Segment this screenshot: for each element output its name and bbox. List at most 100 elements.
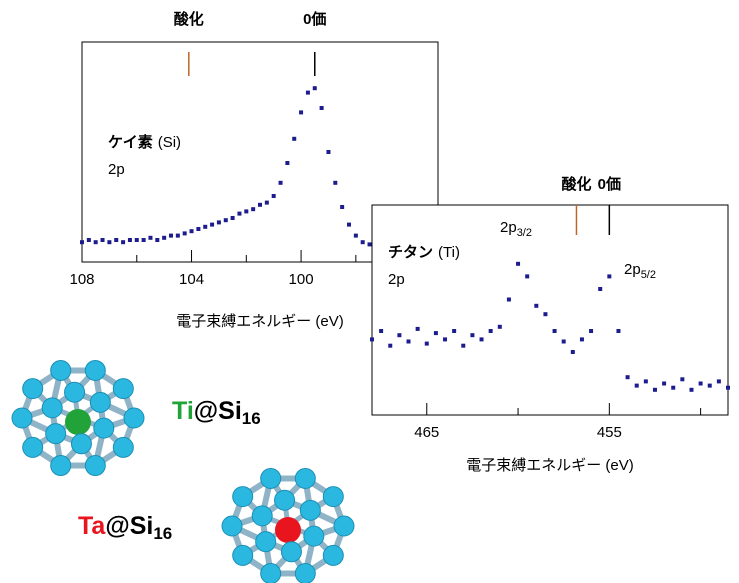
data-point [190, 229, 194, 233]
data-point [361, 240, 365, 244]
element-name: ケイ素 [108, 133, 153, 151]
data-point [708, 384, 712, 388]
data-point [571, 350, 575, 354]
data-point [644, 379, 648, 383]
si-atom [295, 564, 315, 583]
data-point [326, 150, 330, 154]
data-point [101, 238, 105, 242]
center-atom: Ta [78, 512, 106, 540]
data-point [598, 287, 602, 291]
data-point [210, 223, 214, 227]
data-point [265, 201, 269, 205]
data-point [142, 238, 146, 242]
x-axis-label: 電子束縛エネルギー (eV) [176, 312, 344, 330]
data-point [516, 262, 520, 266]
center-atom-sphere [275, 517, 301, 543]
data-point [407, 340, 411, 344]
data-point [525, 274, 529, 278]
data-point [452, 329, 456, 333]
orbital-label: 2p [388, 271, 405, 288]
si-atom [304, 526, 324, 546]
data-point [507, 298, 511, 302]
data-point [87, 238, 91, 242]
element-symbol: (Ti) [438, 244, 460, 261]
data-point [333, 181, 337, 185]
data-point [128, 238, 132, 242]
data-point [279, 181, 283, 185]
si-atom [65, 382, 85, 402]
data-point [543, 312, 547, 316]
si-atom [42, 398, 62, 418]
data-point [231, 216, 235, 220]
element-label: ケイ素 (Si) [108, 133, 181, 151]
si-atom [256, 532, 276, 552]
si-atom [275, 490, 295, 510]
data-point [340, 205, 344, 209]
si-atom [222, 516, 242, 536]
count: 16 [242, 409, 261, 428]
x-tick-label: 455 [597, 424, 622, 441]
data-point [299, 110, 303, 114]
si-atom [23, 437, 43, 457]
data-point [169, 234, 173, 238]
data-point [699, 382, 703, 386]
cluster [12, 360, 144, 475]
chart: 465455電子束縛エネルギー (eV)酸化0価チタン(Ti)2p2p3/22p… [370, 175, 730, 474]
data-point [244, 209, 248, 213]
data-point [680, 377, 684, 381]
element-label: チタン (Ti) [388, 244, 460, 261]
si-atom [124, 408, 144, 428]
si-atom [334, 516, 354, 536]
data-point [498, 325, 502, 329]
data-point [313, 86, 317, 90]
orbital-label: 2p [108, 161, 125, 178]
data-point [443, 337, 447, 341]
peak-orbital: 2p [624, 261, 641, 278]
si-atom [85, 360, 105, 380]
data-point [489, 329, 493, 333]
x-axis-label: 電子束縛エネルギー (eV) [466, 456, 634, 474]
data-point [553, 329, 557, 333]
x-tick-label: 108 [69, 271, 94, 288]
si-atom [85, 456, 105, 476]
data-point [689, 388, 693, 392]
data-point [379, 329, 383, 333]
data-point [368, 242, 372, 246]
cage: @Si [194, 397, 242, 425]
data-point [183, 231, 187, 235]
data-point [370, 337, 374, 341]
data-point [135, 238, 139, 242]
data-point [607, 274, 611, 278]
data-point [434, 331, 438, 335]
molecule-formula: Ta@Si16 [78, 512, 172, 544]
data-point [580, 337, 584, 341]
data-point [217, 220, 221, 224]
count: 16 [153, 524, 172, 543]
data-point [461, 344, 465, 348]
element-name: チタン [388, 244, 433, 261]
data-point [237, 212, 241, 216]
data-point [347, 223, 351, 227]
data-point [258, 203, 262, 207]
data-point [121, 240, 125, 244]
data-point [726, 386, 730, 390]
data-point [653, 388, 657, 392]
element-symbol: (Si) [158, 134, 181, 151]
x-tick-label: 100 [289, 271, 314, 288]
data-point [717, 379, 721, 383]
si-atom [323, 545, 343, 565]
cluster [222, 468, 354, 583]
si-atom [281, 542, 301, 562]
data-point [114, 238, 118, 242]
data-point [292, 137, 296, 141]
data-point [671, 386, 675, 390]
data-point [416, 327, 420, 331]
molecule-formula: Ti@Si16 [172, 397, 261, 429]
si-atom [233, 545, 253, 565]
data-point [589, 329, 593, 333]
data-point [107, 240, 111, 244]
si-atom [300, 500, 320, 520]
data-point [425, 342, 429, 346]
center-atom: Ti [172, 397, 194, 425]
